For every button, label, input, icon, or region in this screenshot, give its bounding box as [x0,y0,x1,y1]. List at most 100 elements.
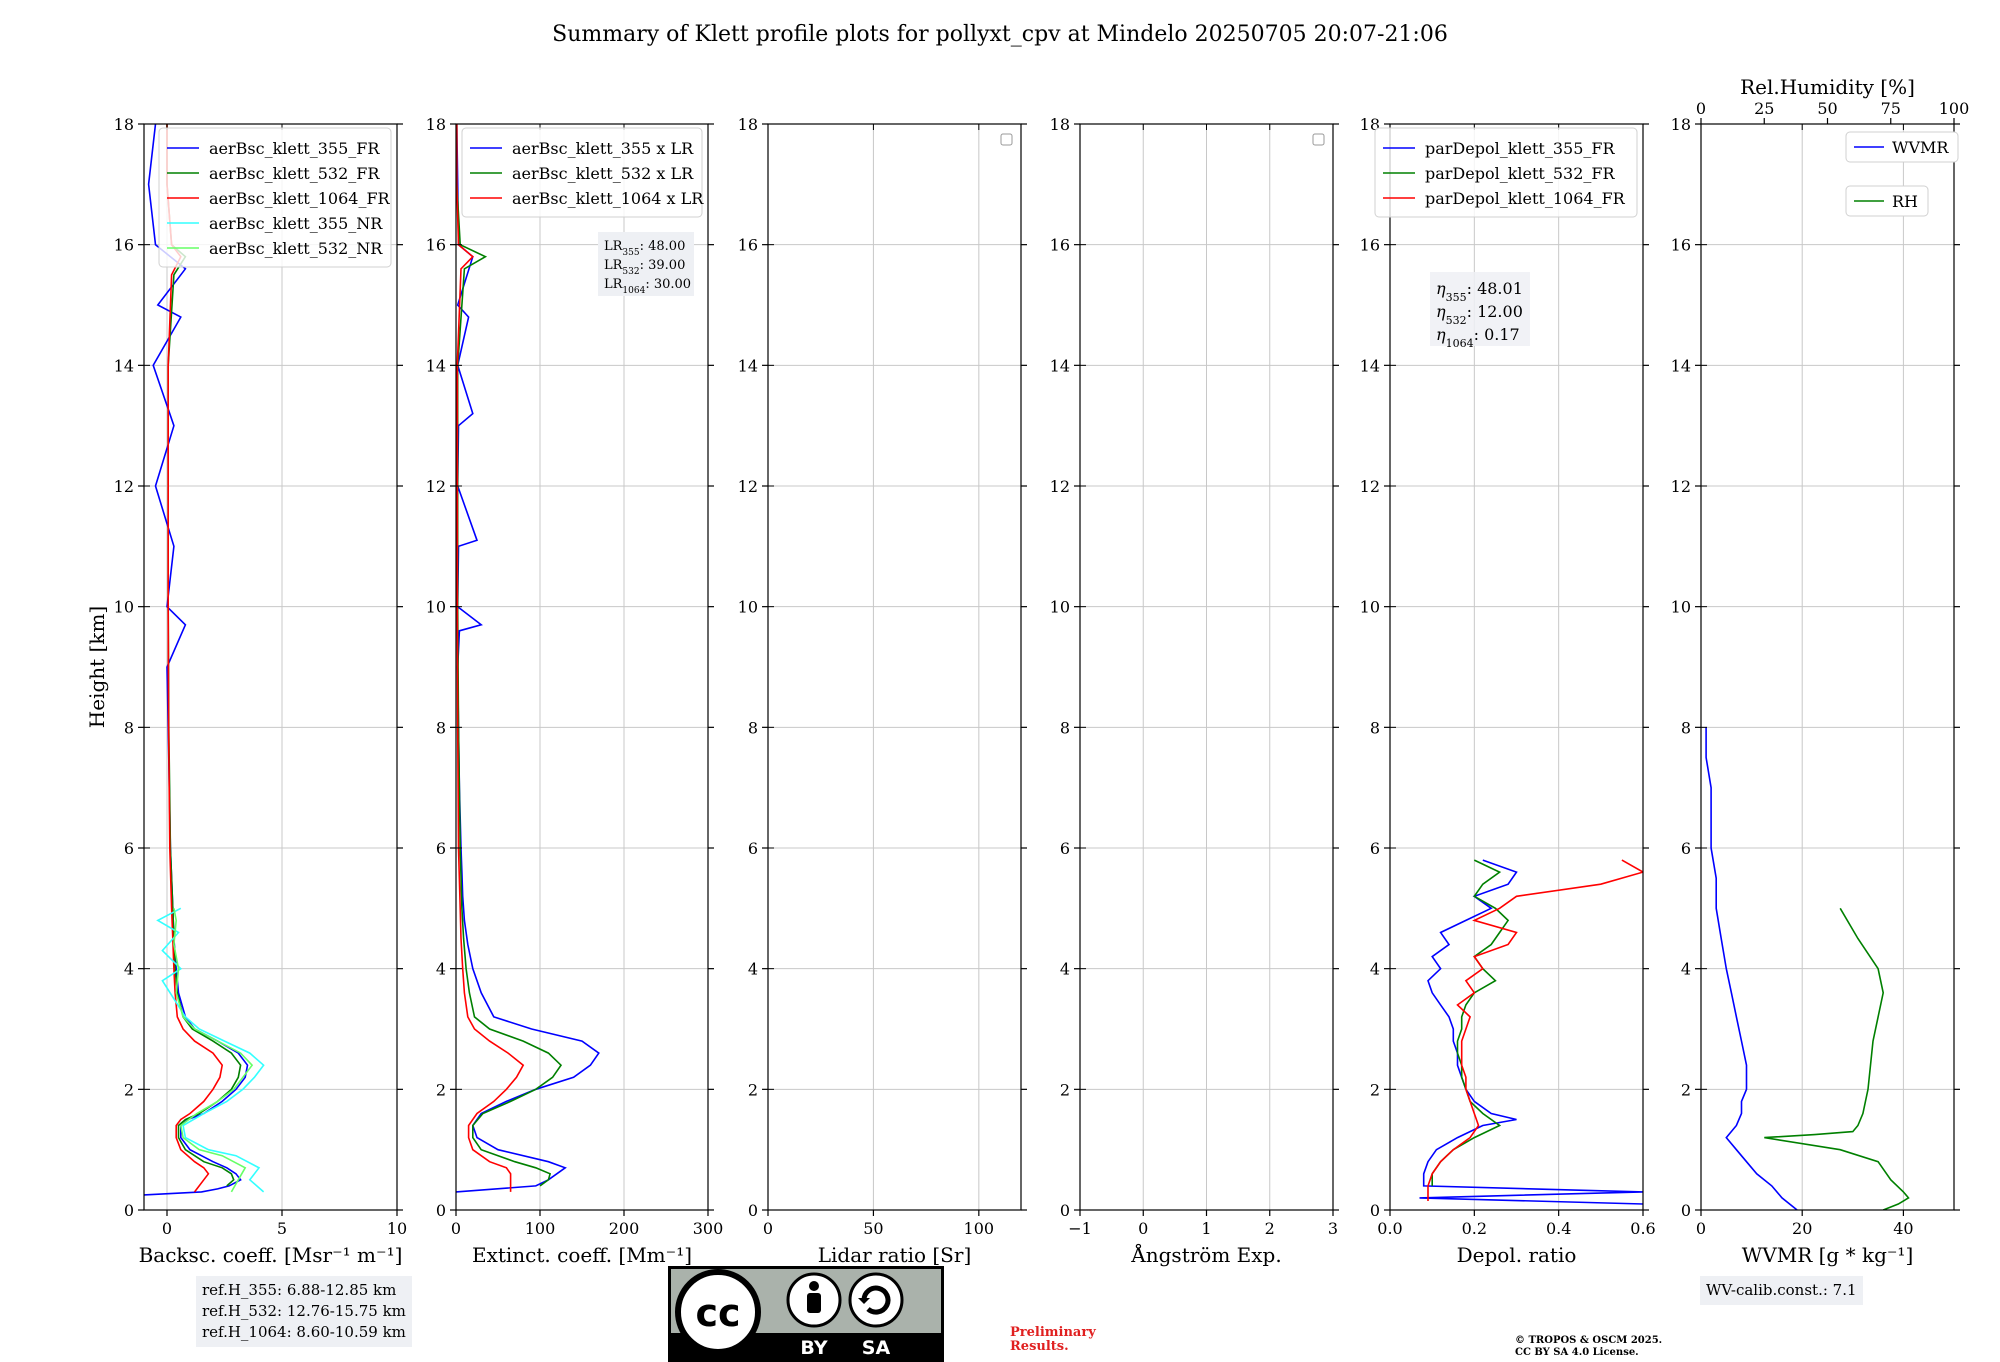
xtick-label: 0 [1138,1219,1148,1238]
ytick-label: 2 [1060,1080,1070,1099]
xtick-label: 0.4 [1546,1219,1571,1238]
ytick-label: 14 [1050,356,1070,375]
ytick-label: 10 [1671,598,1691,617]
axes-frame [455,123,709,1211]
xtick-label: 0.0 [1377,1219,1402,1238]
ytick-label: 12 [1050,477,1070,496]
ytick-label: 6 [748,839,758,858]
series-WVMR [1705,727,1798,1210]
x2tick-label: 75 [1881,99,1901,118]
ytick-label: 18 [426,115,446,134]
legend-label: aerBsc_klett_532 x LR [512,164,694,183]
axes-frame [1700,123,1955,1211]
xtick-label: 0 [451,1219,461,1238]
legend-label: WVMR [1892,138,1949,157]
eta-label-1064: η1064: 0.17 [1436,325,1520,350]
ytick-label: 0 [1370,1201,1380,1220]
ytick-label: 12 [1671,477,1691,496]
ytick-label: 18 [738,115,758,134]
xtick-label: 40 [1893,1219,1913,1238]
legend-label: aerBsc_klett_532_NR [209,239,383,258]
ytick-label: 12 [114,477,134,496]
xtick-label: 5 [277,1219,287,1238]
lr-label-532: LR532: 39.00 [604,258,685,277]
panel-depol: 0 2 4 6 8 10 12 14 16 18 0.0 0.2 0.4 0.6 Depol. ratio p… [1360,115,1656,1267]
x2tick-label: 100 [1939,99,1970,118]
series-aerBsc_klett_355_NR [156,907,265,1193]
ytick-label: 6 [1060,839,1070,858]
legend-frame [1374,127,1638,218]
ytick-label: 12 [1360,477,1380,496]
empty-legend-box [1312,133,1325,146]
ytick-label: 6 [436,839,446,858]
figure-title: Summary of Klett profile plots for polly… [552,22,1448,47]
wv-calib-const: WV-calib.const.: 7.1 [1706,1281,1857,1299]
ytick-label: 2 [748,1080,758,1099]
series-parDepol_klett_355_FR [1419,859,1643,1205]
xtick-label: 1 [1201,1219,1211,1238]
ytick-label: 14 [1360,356,1380,375]
axes-frame [143,123,398,1211]
ytick-label: 12 [426,477,446,496]
ytick-label: 0 [124,1201,134,1220]
xtick-label: 300 [693,1219,724,1238]
legend-frame [158,127,392,268]
ytick-label: 18 [1360,115,1380,134]
ytick-label: 16 [1671,236,1691,255]
x2tick-label: 0 [1696,99,1706,118]
xtick-label: 0 [763,1219,773,1238]
xtick-label: −1 [1068,1219,1092,1238]
xtick-label: 100 [964,1219,995,1238]
xlabel: Lidar ratio [Sr] [818,1243,972,1267]
ytick-label: 18 [1050,115,1070,134]
xtick-label: 2 [1265,1219,1275,1238]
legend-label: aerBsc_klett_355_FR [209,139,380,158]
ylabel: Height [km] [85,606,109,728]
ytick-label: 10 [426,598,446,617]
ytick-label: 0 [1060,1201,1070,1220]
ytick-label: 16 [426,236,446,255]
ytick-label: 6 [1370,839,1380,858]
ytick-label: 14 [1671,356,1691,375]
ytick-label: 8 [1681,718,1691,737]
ytick-label: 16 [1360,236,1380,255]
ytick-label: 16 [1050,236,1070,255]
x2label: Rel.Humidity [%] [1740,75,1915,99]
ytick-label: 14 [114,356,134,375]
xtick-label: 20 [1792,1219,1812,1238]
xlabel: Ångström Exp. [1130,1242,1281,1267]
ytick-label: 10 [738,598,758,617]
series-aerBsc_klett_1064 x LR [456,124,525,1192]
xtick-label: 0.2 [1462,1219,1487,1238]
ref-height-1064: ref.H_1064: 8.60-10.59 km [202,1323,406,1341]
legend-label: RH [1892,192,1918,211]
legend-RH: RH [1845,185,1929,217]
ytick-label: 12 [738,477,758,496]
ytick-label: 2 [1681,1080,1691,1099]
series-RH [1764,907,1910,1210]
ytick-label: 6 [1681,839,1691,858]
ytick-label: 2 [124,1080,134,1099]
xlabel: Depol. ratio [1457,1243,1577,1267]
ytick-label: 14 [738,356,758,375]
legend-label: aerBsc_klett_355_NR [209,214,383,233]
lr-box [598,232,694,296]
preliminary-note: Preliminary Results. [1010,1326,1096,1354]
ytick-label: 18 [114,115,134,134]
ytick-label: 8 [1370,718,1380,737]
eta-box [1430,272,1530,346]
copyright-note: © TROPOS & OSCM 2025. CC BY SA 4.0 Licen… [1515,1335,1662,1359]
ytick-label: 0 [436,1201,446,1220]
legend-frame [461,127,703,218]
xlabel: Extinct. coeff. [Mm⁻¹] [472,1243,692,1267]
series-parDepol_klett_532_FR [1431,859,1510,1186]
preliminary-line-1: Preliminary [1010,1325,1096,1340]
legend: aerBsc_klett_355_FR aerBsc_klett_532_FRae… [158,127,392,268]
series-aerBsc_klett_1064_FR [166,124,224,1193]
ref-height-532: ref.H_532: 12.76-15.75 km [202,1302,406,1320]
legend-label: parDepol_klett_1064_FR [1425,189,1626,208]
ytick-label: 4 [1370,960,1380,979]
wv-calib-box: WV-calib.const.: 7.1 [1700,1276,1863,1305]
